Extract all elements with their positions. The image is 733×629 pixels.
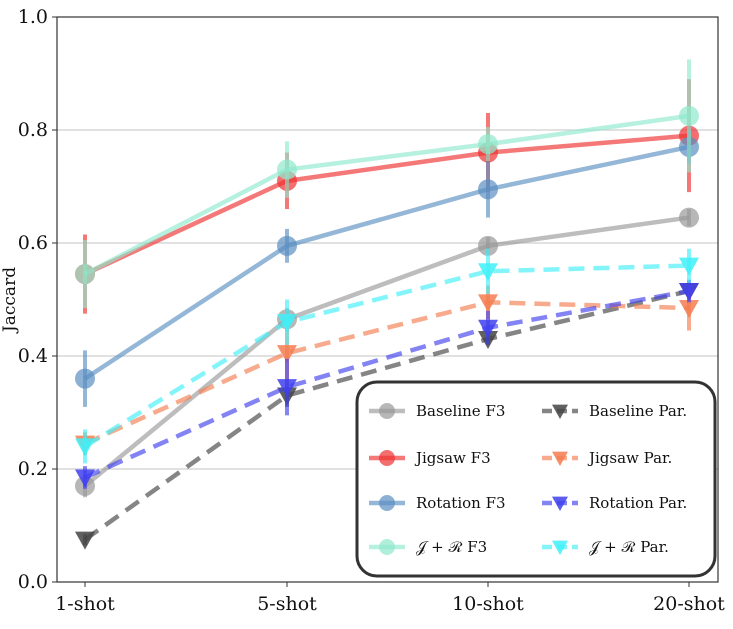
y-tick-label: 0.4 [18, 345, 48, 367]
legend-item: Jigsaw Par. [542, 449, 672, 467]
legend-item: 𝒥 + ℛ Par. [542, 538, 669, 556]
data-point [478, 319, 498, 338]
legend-marker [379, 450, 395, 466]
y-tick-label: 0.2 [18, 458, 48, 480]
data-point [75, 368, 95, 389]
legend-marker [379, 495, 395, 511]
data-point [478, 263, 498, 282]
x-tick-label: 1-shot [55, 593, 115, 615]
legend-label: Jigsaw F3 [414, 449, 491, 467]
legend-marker [379, 403, 395, 419]
y-tick-label: 0.0 [18, 571, 48, 593]
series-line [83, 144, 690, 381]
legend-item: Rotation F3 [369, 494, 506, 512]
data-point [75, 531, 95, 550]
y-tick-label: 0.8 [18, 119, 48, 141]
data-point [277, 379, 297, 398]
legend-item: Baseline Par. [542, 402, 687, 420]
legend-item: Rotation Par. [542, 494, 687, 512]
data-point [478, 134, 498, 155]
x-tick-label: 20-shot [653, 593, 725, 615]
y-tick-label: 0.6 [18, 232, 48, 254]
legend-label: Jigsaw Par. [587, 449, 672, 467]
series-line [83, 215, 690, 488]
series-line [83, 113, 690, 277]
legend-item: Jigsaw F3 [369, 449, 491, 467]
series-line [83, 288, 690, 542]
data-point [478, 179, 498, 200]
legend-label: Rotation F3 [416, 494, 506, 512]
legend-marker [552, 451, 568, 466]
axis-ticks: 0.0 0.2 0.4 0.6 0.8 1.0 1-shot 5-shot 10-shot 20-… [18, 6, 725, 615]
legend-label: Baseline F3 [416, 402, 505, 420]
data-point [679, 299, 699, 318]
legend-marker [552, 404, 568, 419]
legend-label: 𝒥 + ℛ Par. [589, 538, 669, 556]
legend-marker [552, 540, 568, 555]
data-point [679, 257, 699, 276]
series-rotation-par- [75, 279, 699, 489]
data-point [75, 469, 95, 488]
data-point [478, 294, 498, 313]
legend: Baseline F3 Baseline Par. Jigsaw F3 Jigsaw … [355, 380, 717, 578]
legend-box [355, 380, 717, 578]
series-line [83, 263, 690, 449]
series-layer [75, 59, 699, 550]
legend-label: Baseline Par. [589, 402, 687, 420]
data-point [478, 235, 498, 256]
x-tick-label: 10-shot [452, 593, 524, 615]
series-j-r-f3 [75, 59, 699, 308]
data-point [75, 264, 95, 285]
plot-area-frame [56, 16, 719, 583]
legend-label: 𝒥 + ℛ F3 [416, 538, 487, 556]
data-point [679, 105, 699, 126]
series-line [84, 288, 690, 480]
legend-label: Rotation Par. [589, 494, 687, 512]
legend-item: 𝒥 + ℛ F3 [369, 538, 487, 556]
data-point [277, 159, 297, 180]
data-point [75, 438, 95, 457]
y-axis-label: Jaccard [0, 267, 20, 334]
x-tick-label: 5-shot [257, 593, 317, 615]
data-point [277, 345, 297, 364]
series-rotation-f3 [75, 130, 699, 407]
series-jigsaw-f3 [75, 79, 699, 314]
y-tick-label: 1.0 [18, 6, 48, 28]
series-line [84, 300, 690, 446]
data-point [679, 207, 699, 228]
data-point [277, 314, 297, 333]
series-j-r-par- [75, 248, 699, 464]
legend-marker [379, 539, 395, 555]
data-point [277, 235, 297, 256]
series-baseline-f3 [75, 207, 699, 498]
legend-marker [552, 496, 568, 511]
series-line [84, 133, 690, 277]
legend-item: Baseline F3 [369, 402, 505, 420]
data-point [679, 283, 699, 302]
